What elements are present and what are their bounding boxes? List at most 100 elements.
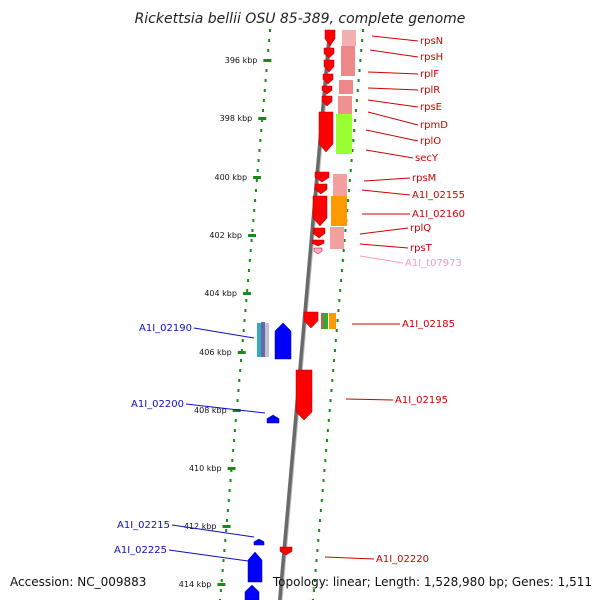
gene-label-text: A1I_02190 <box>139 323 192 334</box>
track-dot <box>254 189 257 192</box>
leader-line <box>367 111 419 126</box>
topology-text: Topology: linear; Length: 1,528,980 bp; … <box>272 575 592 589</box>
track-dot <box>260 129 263 132</box>
gene-label-a1i-02190[interactable]: A1I_02190 <box>139 323 255 339</box>
track-dot <box>328 409 331 412</box>
tick-label: 396 kbp <box>225 56 258 65</box>
track-dot <box>256 169 259 172</box>
track-dot <box>348 179 351 182</box>
track-dot <box>251 229 254 232</box>
leader-line <box>171 524 255 538</box>
gene-label-text: A1I_02220 <box>376 554 429 565</box>
gene-label-text: rpsH <box>420 52 443 63</box>
track-dot <box>356 89 359 92</box>
gene-label-rpsn[interactable]: rpsN <box>371 35 443 47</box>
track-dot <box>353 129 356 132</box>
gene-label-text: rpsM <box>412 173 436 184</box>
tick-mark <box>248 234 257 237</box>
left-track <box>219 29 271 600</box>
track-dot <box>261 109 264 112</box>
gene-label-text: A1I_t07973 <box>405 258 462 269</box>
track-dot <box>319 509 322 512</box>
tick-mark <box>253 176 262 179</box>
gene-label-rplo[interactable]: rplO <box>365 129 441 147</box>
track-dot <box>343 239 346 242</box>
track-dot <box>347 189 350 192</box>
track-dot <box>336 319 339 322</box>
gene-label-text: rpsN <box>420 36 443 47</box>
gene-label-rpst[interactable]: rpsT <box>359 243 433 254</box>
track-dot <box>337 309 340 312</box>
feature-block <box>342 30 356 46</box>
gene-label-text: A1I_02160 <box>412 209 465 220</box>
tick-label: 414 kbp <box>179 580 212 589</box>
gene-label-rpmd[interactable]: rpmD <box>367 111 448 131</box>
gene-label-rpse[interactable]: rpsE <box>367 99 442 113</box>
gene-label-secy[interactable]: secY <box>365 149 439 164</box>
tick-mark <box>237 351 246 354</box>
feature-block <box>261 322 265 357</box>
gene-label-a1i-02185[interactable]: A1I_02185 <box>352 319 455 330</box>
track-dot <box>354 119 357 122</box>
track-dot <box>236 399 239 402</box>
gene-label-a1i-02215[interactable]: A1I_02215 <box>117 520 255 538</box>
track-dot <box>350 159 353 162</box>
feature-block <box>265 323 269 357</box>
track-dot <box>266 59 269 62</box>
track-dot <box>267 49 270 52</box>
gene-label-a1i-02195[interactable]: A1I_02195 <box>345 395 448 406</box>
gene-label-a1i-02220[interactable]: A1I_02220 <box>324 554 429 565</box>
tick-label: 402 kbp <box>209 231 242 240</box>
gene-label-rpsh[interactable]: rpsH <box>369 49 443 63</box>
gene-label-a1i-02200[interactable]: A1I_02200 <box>131 399 266 414</box>
track-dot <box>351 149 354 152</box>
gene-label-text: A1I_02195 <box>395 395 448 406</box>
feature-block <box>330 227 344 249</box>
feature-block <box>339 80 353 94</box>
track-dot <box>314 569 317 572</box>
track-dot <box>226 509 229 512</box>
gene-label-a1i-02155[interactable]: A1I_02155 <box>361 189 465 201</box>
red-gene-arrow <box>312 227 326 239</box>
gene-label-text: rplF <box>420 69 439 80</box>
leader-line <box>365 129 419 142</box>
track-dot <box>259 139 262 142</box>
red-gene-arrow <box>321 95 333 107</box>
track-dot <box>247 269 250 272</box>
gene-label-a1i-t07973[interactable]: A1I_t07973 <box>359 255 462 269</box>
track-dot <box>237 389 240 392</box>
track-dot <box>326 439 329 442</box>
track-dot <box>335 329 338 332</box>
track-dot <box>362 29 364 32</box>
track-dot <box>322 479 325 482</box>
track-dot <box>243 319 246 322</box>
gene-label-rplf[interactable]: rplF <box>367 69 439 80</box>
track-dot <box>333 359 336 362</box>
gene-label-a1i-02225[interactable]: A1I_02225 <box>114 545 249 562</box>
gene-label-text: rplR <box>420 85 440 96</box>
track-dot <box>321 489 324 492</box>
gene-label-a1i-02160[interactable]: A1I_02160 <box>362 209 465 220</box>
track-dot <box>261 119 264 122</box>
tick-label: 398 kbp <box>220 114 253 123</box>
track-dot <box>340 279 343 282</box>
gene-label-rplq[interactable]: rplQ <box>359 223 431 235</box>
leader-line <box>359 243 409 249</box>
feature-block <box>333 174 347 196</box>
tick-mark <box>258 117 267 120</box>
track-dot <box>229 479 232 482</box>
track-dot <box>361 39 364 42</box>
track-dot <box>252 219 255 222</box>
track-dot <box>330 389 333 392</box>
track-dot <box>247 279 250 282</box>
map-title: Rickettsia bellii OSU 85-389, complete g… <box>135 11 466 27</box>
tick-mark <box>242 292 251 295</box>
track-dot <box>248 259 251 262</box>
track-dot <box>319 519 322 522</box>
gene-label-rplr[interactable]: rplR <box>367 85 440 96</box>
gene-label-rpsm[interactable]: rpsM <box>363 173 436 184</box>
scale-ticks: 396 kbp 398 kbp 400 kbp 402 kbp 404 kbp 406 k… <box>179 56 272 589</box>
red-gene-arrow <box>323 47 335 59</box>
track-dot <box>329 399 332 402</box>
leader-line <box>193 327 255 339</box>
